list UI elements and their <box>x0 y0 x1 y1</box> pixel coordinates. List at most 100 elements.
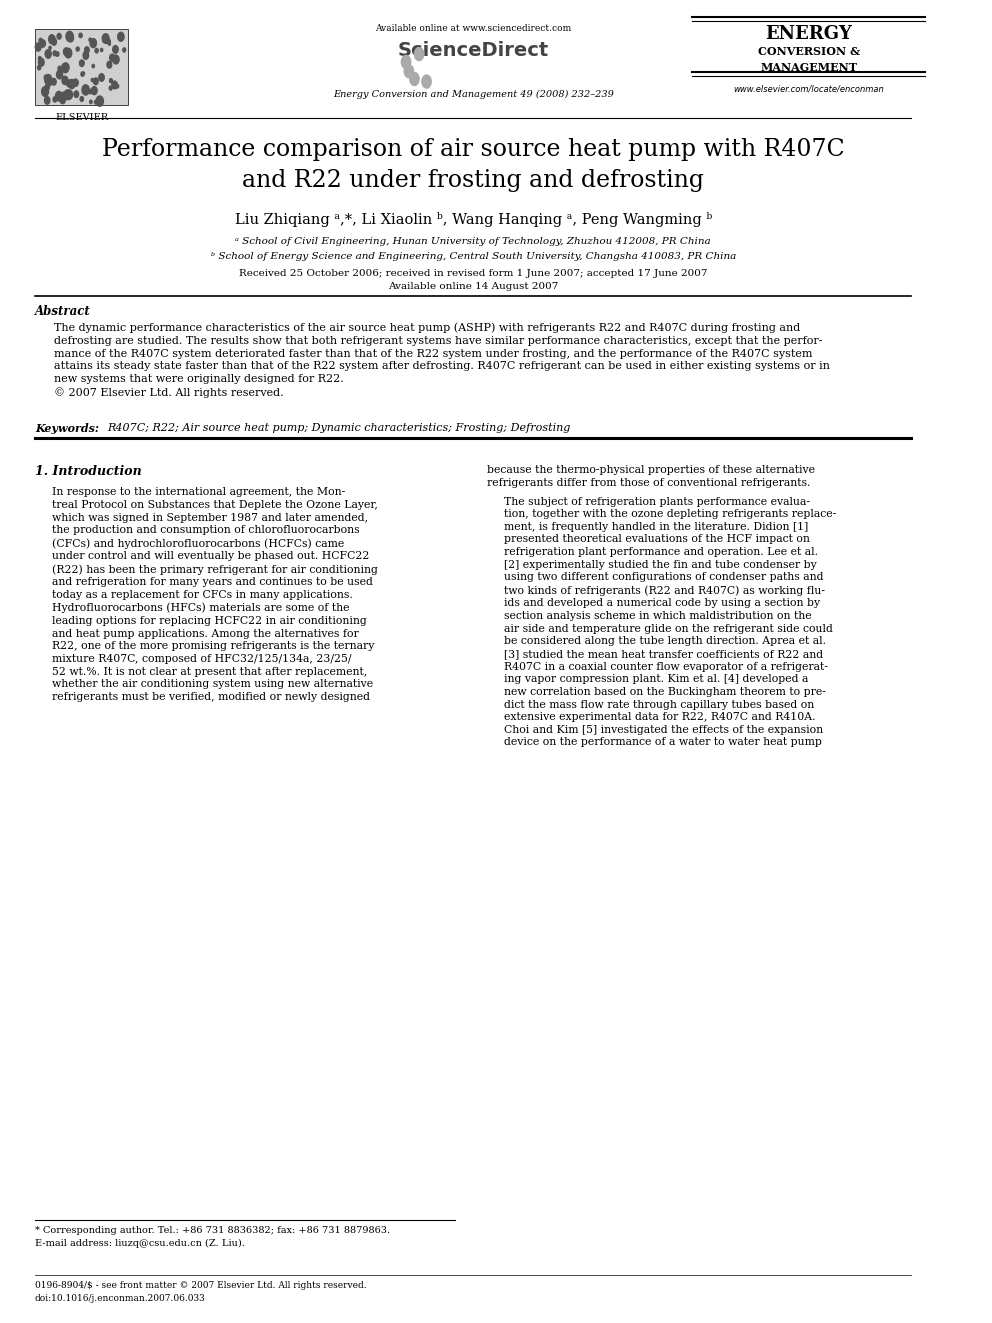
Circle shape <box>118 32 124 41</box>
Circle shape <box>62 91 67 99</box>
Text: Liu Zhiqiang ᵃ,*, Li Xiaolin ᵇ, Wang Hanqing ᵃ, Peng Wangming ᵇ: Liu Zhiqiang ᵃ,*, Li Xiaolin ᵇ, Wang Han… <box>234 213 712 228</box>
Circle shape <box>52 78 57 85</box>
Text: Performance comparison of air source heat pump with R407C
and R22 under frosting: Performance comparison of air source hea… <box>102 138 844 192</box>
Circle shape <box>107 61 112 67</box>
Circle shape <box>63 48 69 56</box>
Circle shape <box>74 91 78 98</box>
Circle shape <box>113 45 118 53</box>
Text: Energy Conversion and Management 49 (2008) 232–239: Energy Conversion and Management 49 (200… <box>332 90 614 98</box>
Circle shape <box>116 85 119 89</box>
Circle shape <box>64 48 71 58</box>
Circle shape <box>56 95 60 99</box>
Circle shape <box>49 34 55 44</box>
Text: because the thermo-physical properties of these alternative
refrigerants differ : because the thermo-physical properties o… <box>487 466 815 488</box>
Circle shape <box>67 33 73 42</box>
Circle shape <box>57 70 62 79</box>
Circle shape <box>52 38 57 45</box>
Text: CONVERSION &: CONVERSION & <box>758 46 860 57</box>
Circle shape <box>53 97 57 102</box>
Circle shape <box>42 87 49 97</box>
Circle shape <box>56 52 59 57</box>
Circle shape <box>36 42 41 52</box>
Text: ScienceDirect: ScienceDirect <box>398 41 549 60</box>
Circle shape <box>38 65 41 70</box>
Circle shape <box>39 58 44 66</box>
Text: * Corresponding author. Tel.: +86 731 8836382; fax: +86 731 8879863.: * Corresponding author. Tel.: +86 731 88… <box>35 1225 390 1234</box>
Text: The dynamic performance characteristics of the air source heat pump (ASHP) with : The dynamic performance characteristics … <box>54 323 829 398</box>
Circle shape <box>79 33 82 37</box>
Circle shape <box>109 86 112 90</box>
Circle shape <box>65 32 73 41</box>
Text: www.elsevier.com/locate/enconman: www.elsevier.com/locate/enconman <box>733 85 884 93</box>
Circle shape <box>92 65 94 67</box>
Circle shape <box>49 46 52 49</box>
Text: doi:10.1016/j.enconman.2007.06.033: doi:10.1016/j.enconman.2007.06.033 <box>35 1294 205 1303</box>
Circle shape <box>64 90 71 99</box>
Circle shape <box>56 91 62 101</box>
Circle shape <box>82 71 84 75</box>
Text: Received 25 October 2006; received in revised form 1 June 2007; accepted 17 June: Received 25 October 2006; received in re… <box>239 269 707 278</box>
Text: Abstract: Abstract <box>35 306 90 319</box>
Circle shape <box>48 79 52 86</box>
Circle shape <box>99 74 104 81</box>
Text: ᵇ School of Energy Science and Engineering, Central South University, Changsha 4: ᵇ School of Energy Science and Engineeri… <box>210 251 736 261</box>
Circle shape <box>41 40 46 48</box>
Circle shape <box>410 73 419 86</box>
Circle shape <box>62 77 67 85</box>
Circle shape <box>79 60 84 66</box>
Text: ENERGY: ENERGY <box>766 25 852 44</box>
Circle shape <box>422 75 432 89</box>
Circle shape <box>115 57 118 62</box>
Circle shape <box>83 52 88 60</box>
Circle shape <box>76 46 79 52</box>
Circle shape <box>91 38 96 45</box>
Circle shape <box>90 38 96 48</box>
Circle shape <box>66 79 71 87</box>
Text: Available online at www.sciencedirect.com: Available online at www.sciencedirect.co… <box>375 24 571 33</box>
Circle shape <box>62 64 68 73</box>
Text: The subject of refrigeration plants performance evalua-
tion, together with the : The subject of refrigeration plants perf… <box>504 496 836 747</box>
Circle shape <box>89 90 91 94</box>
Circle shape <box>84 46 89 53</box>
Text: Available online 14 August 2007: Available online 14 August 2007 <box>388 282 558 291</box>
Circle shape <box>108 42 110 45</box>
Circle shape <box>89 101 92 103</box>
Text: Keywords:: Keywords: <box>35 423 99 434</box>
Text: MANAGEMENT: MANAGEMENT <box>761 62 857 73</box>
Circle shape <box>46 50 52 58</box>
Circle shape <box>110 54 115 61</box>
Circle shape <box>39 38 43 42</box>
Circle shape <box>90 90 92 93</box>
Circle shape <box>58 33 62 40</box>
Circle shape <box>65 90 72 99</box>
Circle shape <box>39 57 42 61</box>
Text: R407C; R22; Air source heat pump; Dynamic characteristics; Frosting; Defrosting: R407C; R22; Air source heat pump; Dynami… <box>107 423 570 433</box>
Circle shape <box>81 71 84 77</box>
Circle shape <box>96 97 103 106</box>
Circle shape <box>94 101 97 105</box>
Circle shape <box>46 83 50 90</box>
Circle shape <box>63 64 69 71</box>
Circle shape <box>45 97 50 105</box>
Text: 0196-8904/$ - see front matter © 2007 Elsevier Ltd. All rights reserved.: 0196-8904/$ - see front matter © 2007 El… <box>35 1281 366 1290</box>
Circle shape <box>45 75 48 79</box>
Text: 1. Introduction: 1. Introduction <box>35 466 142 478</box>
Circle shape <box>123 48 126 52</box>
Circle shape <box>58 66 62 71</box>
Circle shape <box>404 65 414 78</box>
Circle shape <box>80 97 83 102</box>
Circle shape <box>91 86 97 95</box>
Text: ELSEVIER: ELSEVIER <box>55 112 108 122</box>
Circle shape <box>81 61 84 64</box>
Text: In response to the international agreement, the Mon-
treal Protocol on Substance: In response to the international agreeme… <box>52 487 378 703</box>
Circle shape <box>68 79 75 89</box>
Circle shape <box>93 78 98 85</box>
Text: E-mail address: liuzq@csu.edu.cn (Z. Liu).: E-mail address: liuzq@csu.edu.cn (Z. Liu… <box>35 1238 245 1248</box>
Circle shape <box>91 78 93 82</box>
Circle shape <box>73 79 78 86</box>
Text: ᵃ School of Civil Engineering, Hunan University of Technology, Zhuzhou 412008, P: ᵃ School of Civil Engineering, Hunan Uni… <box>235 237 711 246</box>
Circle shape <box>54 50 57 56</box>
Circle shape <box>70 37 73 41</box>
Circle shape <box>45 74 52 85</box>
Circle shape <box>82 85 89 95</box>
